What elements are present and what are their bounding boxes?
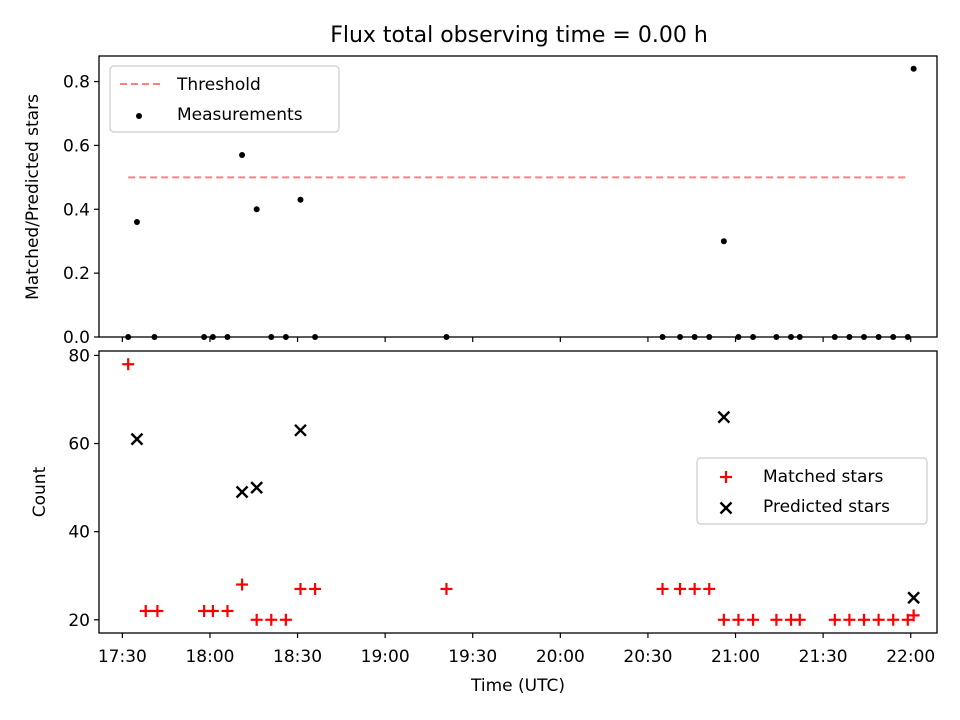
matched-star-point — [309, 582, 322, 595]
matched-star-point — [656, 582, 669, 595]
matched-star-point — [122, 358, 135, 371]
measurement-point — [297, 196, 304, 203]
matched-star-point — [440, 582, 453, 595]
x-tick-label: 20:30 — [623, 647, 672, 667]
bottom-legend-box — [696, 457, 928, 525]
bottom-legend: Matched stars Predicted stars — [696, 457, 928, 525]
top-y-tick-label: 0.0 — [63, 328, 90, 348]
bottom-y-tick-label: 40 — [68, 523, 90, 543]
matched-star-point — [793, 613, 806, 626]
x-tick-label: 22:00 — [886, 647, 935, 667]
matched-star-point — [907, 609, 920, 622]
top-plot-frame — [98, 55, 938, 338]
bottom-panel: 17:30 18:00 18:30 19:00 19:30 20:00 20:30 21:00… — [30, 346, 938, 696]
predicted-star-point — [717, 410, 731, 424]
bottom-y-tick-label: 20 — [68, 611, 90, 631]
matched-star-point — [236, 578, 249, 591]
x-tick-label: 17:30 — [98, 647, 147, 667]
bottom-y-axis-label: Count — [30, 466, 50, 517]
matched-star-point — [250, 613, 263, 626]
top-legend-box — [109, 65, 340, 133]
top-y-tick-label: 0.2 — [63, 264, 90, 284]
legend-predicted-swatch — [719, 501, 733, 515]
predicted-star-point — [235, 485, 249, 499]
legend-matched-label: Matched stars — [763, 467, 883, 487]
matched-star-point — [294, 582, 307, 595]
matched-star-point — [843, 613, 856, 626]
predicted-star-point — [130, 432, 144, 446]
x-tick-label: 19:30 — [448, 647, 497, 667]
measurement-point — [253, 206, 260, 213]
top-y-tick-label: 0.6 — [63, 136, 90, 156]
matched-star-point — [747, 613, 760, 626]
measurement-point — [239, 151, 246, 158]
top-chart-title: Flux total observing time = 0.00 h — [330, 23, 708, 48]
predicted-star-point — [907, 591, 920, 605]
x-tick-label: 18:30 — [273, 647, 322, 667]
measurement-point — [910, 65, 917, 72]
bottom-y-tick-label: 60 — [68, 435, 90, 455]
bottom-plot-frame — [98, 350, 938, 634]
matched-star-point — [279, 613, 292, 626]
measurement-point — [133, 219, 140, 226]
legend-measurements-swatch — [136, 113, 142, 119]
x-tick-label: 21:00 — [711, 647, 760, 667]
matched-star-point — [828, 613, 841, 626]
legend-threshold-label: Threshold — [176, 75, 261, 95]
legend-measurements-label: Measurements — [177, 105, 303, 125]
predicted-star-point — [250, 481, 264, 494]
matched-star-point — [872, 613, 885, 626]
matched-star-point — [887, 613, 900, 626]
matched-star-point — [151, 604, 164, 617]
top-panel: 0.00.20.40.60.8 Matched/Predicted stars … — [23, 55, 938, 348]
matched-star-point — [858, 613, 871, 626]
top-y-axis-label: Matched/Predicted stars — [23, 94, 43, 300]
bottom-y-tick-label: 80 — [68, 346, 90, 366]
matched-star-point — [688, 582, 701, 595]
top-y-tick-label: 0.8 — [63, 73, 90, 93]
matched-star-point — [770, 613, 783, 626]
measurement-point — [720, 238, 727, 245]
x-tick-label: 20:00 — [536, 647, 585, 667]
matched-star-point — [703, 582, 716, 595]
matched-star-point — [265, 613, 278, 626]
x-axis-label: Time (UTC) — [470, 676, 565, 696]
top-y-tick-label: 0.4 — [63, 200, 90, 220]
predicted-star-point — [294, 423, 307, 437]
matched-star-point — [139, 604, 152, 617]
matched-star-point — [206, 604, 219, 617]
matched-star-point — [221, 604, 234, 617]
x-tick-label: 18:00 — [185, 647, 234, 667]
legend-matched-swatch — [720, 471, 732, 483]
top-legend: Threshold Measurements — [109, 65, 340, 133]
matched-star-point — [674, 582, 687, 595]
legend-predicted-label: Predicted stars — [763, 497, 890, 517]
matched-star-point — [717, 613, 730, 626]
x-tick-label: 19:00 — [361, 647, 410, 667]
x-tick-label: 21:30 — [799, 647, 848, 667]
matched-star-point — [732, 613, 745, 626]
